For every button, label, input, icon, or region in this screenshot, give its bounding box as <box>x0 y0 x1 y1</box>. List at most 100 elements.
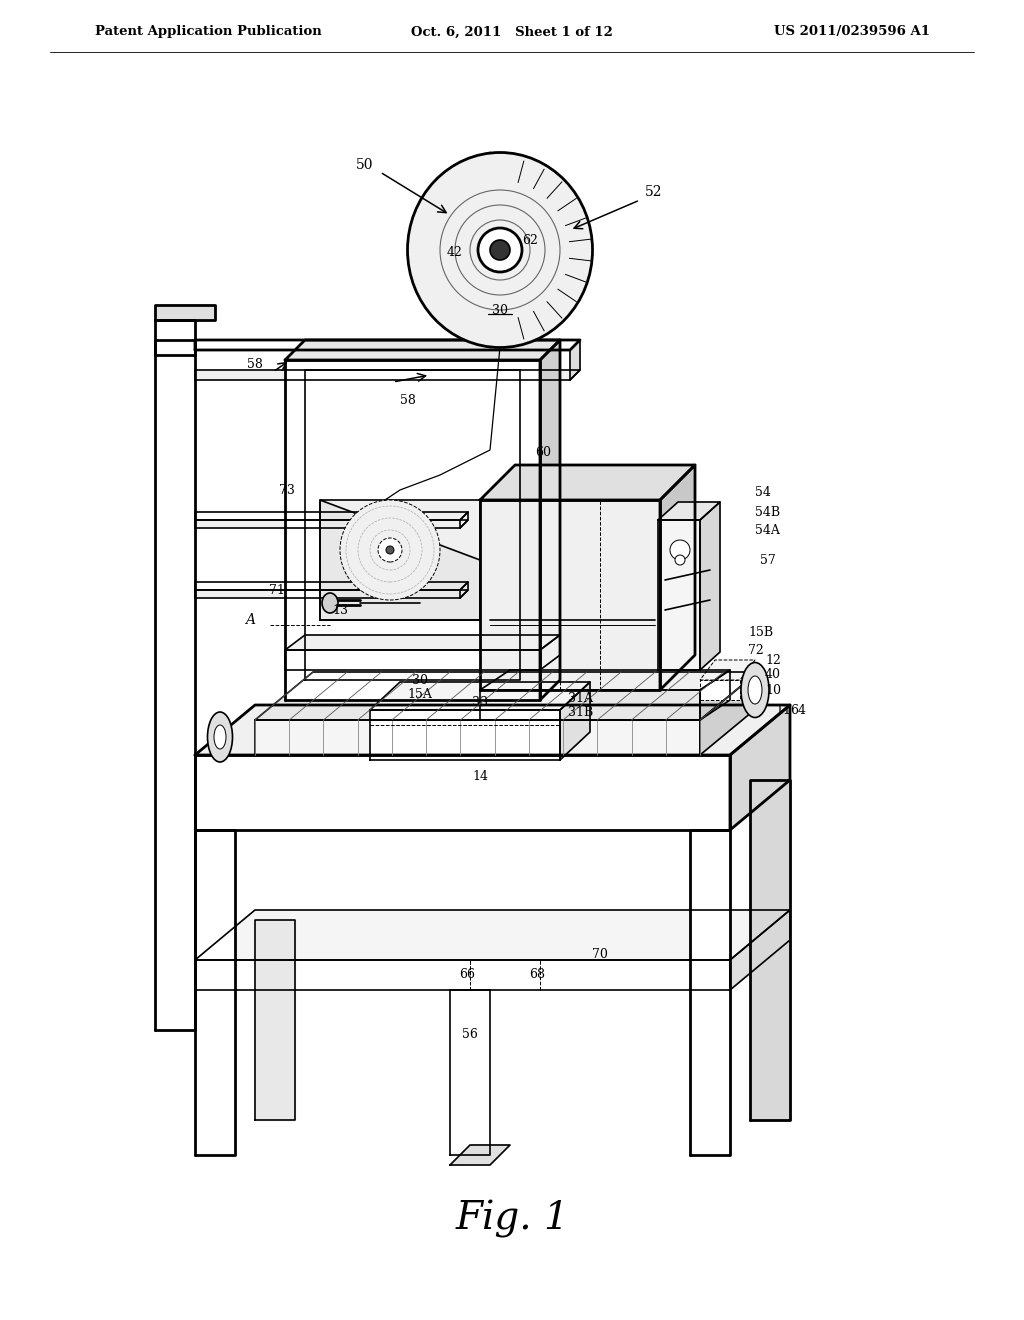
Polygon shape <box>658 520 700 671</box>
Text: 54B: 54B <box>755 506 780 519</box>
Text: 68: 68 <box>529 969 545 982</box>
Text: 57: 57 <box>760 553 776 566</box>
Polygon shape <box>195 590 468 598</box>
Polygon shape <box>155 319 195 1030</box>
Polygon shape <box>570 341 580 380</box>
Polygon shape <box>195 582 468 590</box>
Text: 54A: 54A <box>755 524 780 536</box>
Ellipse shape <box>322 593 338 612</box>
Polygon shape <box>480 465 695 500</box>
Polygon shape <box>319 500 480 620</box>
Polygon shape <box>319 500 480 620</box>
Polygon shape <box>700 672 758 755</box>
Text: 40: 40 <box>765 668 781 681</box>
Text: 73: 73 <box>280 483 295 496</box>
Ellipse shape <box>480 153 500 347</box>
Polygon shape <box>155 305 215 319</box>
Circle shape <box>490 240 510 260</box>
Polygon shape <box>540 341 560 700</box>
Circle shape <box>478 228 522 272</box>
Text: 66: 66 <box>459 969 475 982</box>
Circle shape <box>378 539 402 562</box>
Polygon shape <box>750 780 790 1119</box>
Text: 54: 54 <box>755 486 771 499</box>
Circle shape <box>675 554 685 565</box>
Polygon shape <box>460 512 468 528</box>
Text: 62: 62 <box>522 234 538 247</box>
Polygon shape <box>195 341 580 350</box>
Text: A: A <box>245 612 255 627</box>
Polygon shape <box>285 360 540 700</box>
Ellipse shape <box>340 500 440 601</box>
Polygon shape <box>700 680 740 700</box>
Polygon shape <box>255 920 295 1119</box>
Polygon shape <box>730 705 790 830</box>
Polygon shape <box>660 465 695 690</box>
Polygon shape <box>480 671 730 690</box>
Polygon shape <box>700 502 720 671</box>
Polygon shape <box>700 660 755 680</box>
Polygon shape <box>195 830 234 1155</box>
Polygon shape <box>285 649 540 671</box>
Polygon shape <box>690 830 730 1155</box>
Text: 50: 50 <box>356 158 374 172</box>
Polygon shape <box>195 370 580 380</box>
Ellipse shape <box>408 153 593 347</box>
Ellipse shape <box>748 676 762 704</box>
Text: 15B: 15B <box>748 626 773 639</box>
Text: 52: 52 <box>645 185 663 199</box>
Polygon shape <box>560 682 590 760</box>
Text: 10: 10 <box>765 684 781 697</box>
Text: Fig. 1: Fig. 1 <box>455 1200 569 1238</box>
Polygon shape <box>255 672 758 719</box>
Ellipse shape <box>208 711 232 762</box>
Text: 31A: 31A <box>568 692 593 705</box>
Text: 58: 58 <box>247 359 263 371</box>
Text: US 2011/0239596 A1: US 2011/0239596 A1 <box>774 25 930 38</box>
Polygon shape <box>658 502 720 520</box>
Polygon shape <box>255 719 700 755</box>
Text: 15A: 15A <box>408 689 432 701</box>
Text: 42: 42 <box>447 246 463 259</box>
Polygon shape <box>195 512 468 520</box>
Text: 64: 64 <box>790 704 806 717</box>
Polygon shape <box>285 341 560 360</box>
Text: 60: 60 <box>535 446 551 458</box>
Polygon shape <box>195 909 790 960</box>
Text: 58: 58 <box>400 393 416 407</box>
Text: 30: 30 <box>412 673 428 686</box>
Circle shape <box>386 546 394 554</box>
Polygon shape <box>195 960 730 990</box>
Text: 72: 72 <box>748 644 764 656</box>
Polygon shape <box>730 909 790 990</box>
Text: 11: 11 <box>775 704 791 717</box>
Polygon shape <box>450 990 490 1155</box>
Polygon shape <box>450 1144 510 1166</box>
Text: 13: 13 <box>332 603 348 616</box>
Ellipse shape <box>741 663 769 718</box>
Text: 30: 30 <box>492 304 508 317</box>
Text: 33: 33 <box>472 696 488 709</box>
Polygon shape <box>155 341 195 355</box>
Polygon shape <box>195 755 730 830</box>
Polygon shape <box>540 635 560 671</box>
Text: 70: 70 <box>592 949 608 961</box>
Text: Oct. 6, 2011   Sheet 1 of 12: Oct. 6, 2011 Sheet 1 of 12 <box>411 25 613 38</box>
Polygon shape <box>370 682 590 710</box>
Polygon shape <box>195 705 790 755</box>
Text: Patent Application Publication: Patent Application Publication <box>95 25 322 38</box>
Polygon shape <box>370 710 560 760</box>
Polygon shape <box>195 520 468 528</box>
Circle shape <box>670 540 690 560</box>
Polygon shape <box>480 690 700 719</box>
Polygon shape <box>285 635 560 649</box>
Polygon shape <box>460 582 468 598</box>
Polygon shape <box>700 671 730 719</box>
Text: 71: 71 <box>269 583 285 597</box>
Text: 31B: 31B <box>568 705 593 718</box>
Text: 12: 12 <box>765 653 781 667</box>
Ellipse shape <box>214 725 226 748</box>
Text: 14: 14 <box>472 771 488 784</box>
Text: 56: 56 <box>462 1028 478 1041</box>
Polygon shape <box>480 500 660 690</box>
